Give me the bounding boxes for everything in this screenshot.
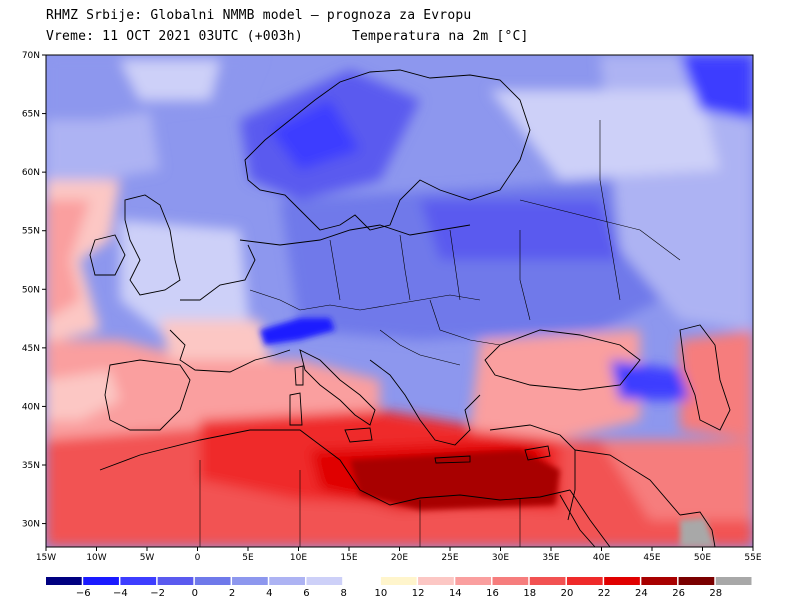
legend-swatch: [418, 577, 454, 585]
legend-swatch: [529, 577, 566, 585]
lat-label: 70N: [22, 51, 40, 61]
lon-label: 5E: [242, 553, 254, 563]
forecast-time: Vreme: 11 OCT 2021 03UTC (+003h): [46, 29, 303, 44]
legend-swatch: [455, 577, 492, 585]
legend-tick-label: −2: [150, 588, 165, 599]
lon-label: 30E: [492, 553, 509, 563]
lon-label: 10E: [290, 553, 307, 563]
legend-swatch: [566, 577, 603, 585]
legend-tick-label: 20: [561, 588, 574, 599]
legend-swatch: [232, 577, 268, 585]
legend-swatch: [306, 577, 343, 585]
legend-tick-label: −6: [76, 588, 91, 599]
legend-swatch: [343, 577, 380, 585]
legend-swatch: [678, 577, 715, 585]
lon-label: 10W: [86, 553, 106, 563]
lon-label: 45E: [643, 553, 660, 563]
legend-tick-label: 28: [709, 588, 722, 599]
latitude-axis: 70N 65N 60N 55N 50N 45N 40N 35N 30N: [22, 51, 46, 530]
lon-label: 40E: [593, 553, 610, 563]
legend-swatch: [715, 577, 752, 585]
lat-label: 30N: [22, 520, 40, 530]
legend-swatch: [83, 577, 119, 585]
legend-swatch: [120, 577, 157, 585]
legend-tick-label: 4: [266, 588, 272, 599]
lat-label: 55N: [22, 227, 40, 237]
lat-label: 35N: [22, 461, 40, 471]
lon-label: 50E: [694, 553, 711, 563]
legend-swatch: [641, 577, 678, 585]
legend-swatch: [269, 577, 305, 585]
legend-tick-label: 14: [449, 588, 462, 599]
field-name: Temperatura na 2m [°C]: [352, 29, 529, 44]
legend-swatch: [604, 577, 640, 585]
lon-label: 5W: [140, 553, 155, 563]
temperature-field: [46, 55, 753, 547]
chart-title: RHMZ Srbije: Globalni NMMB model — progn…: [46, 8, 472, 23]
lat-label: 40N: [22, 402, 40, 412]
lon-label: 15E: [340, 553, 357, 563]
legend-tick-label: −4: [113, 588, 128, 599]
legend-tick-label: 6: [303, 588, 309, 599]
lat-label: 45N: [22, 344, 40, 354]
legend-swatch: [194, 577, 231, 585]
lat-label: 60N: [22, 168, 40, 178]
lon-label: 35E: [542, 553, 559, 563]
lat-label: 65N: [22, 110, 40, 120]
lon-label: 20E: [391, 553, 408, 563]
lat-label: 50N: [22, 285, 40, 295]
lon-label: 0: [195, 553, 201, 563]
legend-tick-label: 8: [340, 588, 346, 599]
lon-label: 25E: [441, 553, 458, 563]
coastlines: [89, 69, 731, 547]
longitude-axis: 15W 10W 5W 0 5E 10E 15E 20E 25E 30E 35E 40E 45E 50E 55…: [36, 547, 762, 563]
legend-swatch: [380, 577, 417, 585]
legend-tick-label: 10: [375, 588, 388, 599]
legend-swatch: [492, 577, 529, 585]
legend-tick-label: 18: [523, 588, 536, 599]
legend-tick-label: 22: [598, 588, 611, 599]
legend-swatch: [157, 577, 194, 585]
legend-swatch: [46, 577, 82, 585]
lon-label: 55E: [744, 553, 761, 563]
legend-tick-label: 2: [229, 588, 235, 599]
legend-tick-label: 0: [192, 588, 198, 599]
legend-tick-label: 26: [672, 588, 685, 599]
color-legend: −6 −4 −2 0 2 4 6 8 10 12 14 16 18 20 22 24 26 28: [46, 577, 752, 599]
legend-tick-label: 24: [635, 588, 648, 599]
legend-tick-label: 12: [412, 588, 425, 599]
lon-label: 15W: [36, 553, 56, 563]
legend-tick-label: 16: [486, 588, 499, 599]
